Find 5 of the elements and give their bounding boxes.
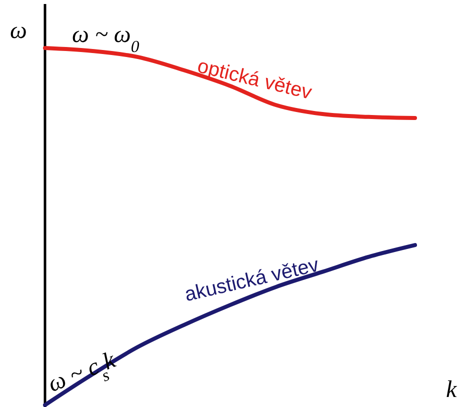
text: optická větev [195,55,314,104]
x-axis-title: k [446,377,457,403]
text: akustická větev [182,254,321,306]
annotation: ω ~ ω$_{0}$ [72,22,140,56]
y-axis-title: ω [10,18,27,44]
